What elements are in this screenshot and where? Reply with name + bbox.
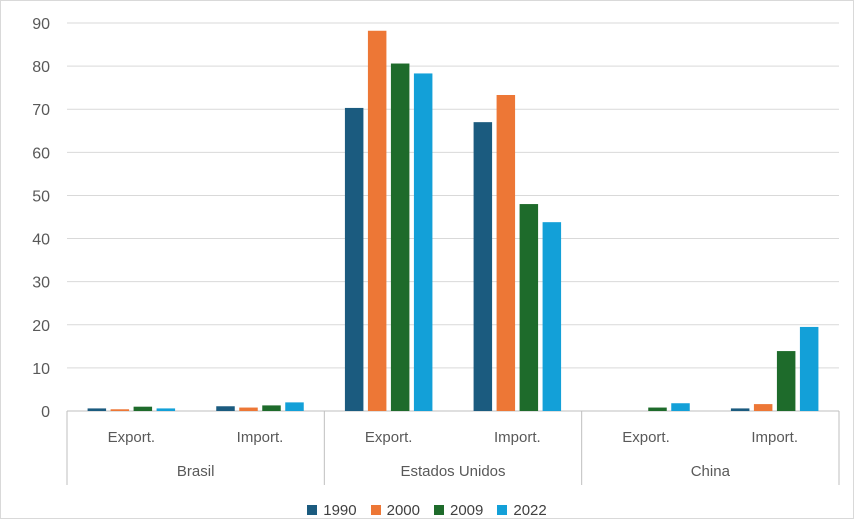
bar-2022-0 — [156, 408, 176, 411]
legend-label-2000: 2000 — [386, 501, 420, 519]
bar-2022-5 — [799, 326, 819, 411]
legend-swatch-1990 — [307, 505, 318, 515]
legend-item-1990: 1990 — [307, 501, 357, 519]
bar-1990-0 — [87, 408, 107, 411]
bar-2009-2 — [390, 63, 410, 411]
bar-2022-1 — [285, 402, 304, 411]
x-category-label: Export. — [622, 429, 670, 446]
legend: 1990 2000 2009 2022 — [0, 500, 854, 520]
y-tick-label: 90 — [32, 16, 50, 33]
bar-2000-5 — [753, 404, 773, 411]
legend-swatch-2022 — [497, 505, 508, 515]
bar-1990-1 — [216, 406, 235, 411]
x-category-label: Import. — [751, 429, 798, 446]
legend-label-1990: 1990 — [323, 501, 357, 519]
bar-2009-5 — [776, 351, 796, 411]
x-category-label: Export. — [108, 429, 156, 446]
bar-2009-1 — [262, 405, 281, 411]
y-tick-label: 10 — [32, 361, 50, 378]
x-group-label: Brasil — [177, 463, 215, 480]
bar-1990-5 — [730, 408, 750, 411]
bar-1990-2 — [344, 107, 364, 411]
bar-2000-1 — [239, 407, 258, 411]
legend-item-2009: 2009 — [434, 502, 483, 519]
legend-item-2022: 2022 — [497, 501, 547, 519]
bar-2022-3 — [542, 222, 562, 411]
legend-label-2022: 2022 — [513, 501, 547, 519]
bar-2000-0 — [110, 409, 130, 411]
y-tick-label: 80 — [32, 59, 50, 76]
x-category-label: Export. — [365, 429, 413, 446]
bar-2000-3 — [496, 94, 516, 412]
x-group-label: China — [691, 463, 731, 480]
legend-swatch-2009 — [434, 505, 444, 515]
bar-2009-3 — [519, 204, 539, 411]
bar-2000-2 — [367, 30, 387, 411]
legend-item-2000: 2000 — [370, 501, 420, 519]
legend-swatch-2000 — [370, 505, 381, 515]
x-category-label: Import. — [237, 429, 284, 446]
y-tick-label: 30 — [32, 275, 50, 292]
y-tick-label: 0 — [41, 404, 50, 421]
y-tick-label: 70 — [32, 102, 50, 119]
y-tick-label: 40 — [32, 232, 50, 249]
bar-1990-3 — [473, 122, 493, 412]
x-group-label: Estados Unidos — [400, 463, 505, 480]
legend-label-2009: 2009 — [450, 501, 484, 519]
y-tick-label: 20 — [32, 318, 50, 335]
bar-2022-2 — [413, 73, 433, 411]
bar-2009-4 — [648, 407, 667, 411]
y-tick-label: 60 — [32, 145, 50, 162]
bar-2022-4 — [671, 403, 690, 411]
x-category-label: Import. — [494, 429, 541, 446]
y-tick-label: 50 — [32, 188, 50, 205]
bar-2009-0 — [133, 406, 153, 411]
